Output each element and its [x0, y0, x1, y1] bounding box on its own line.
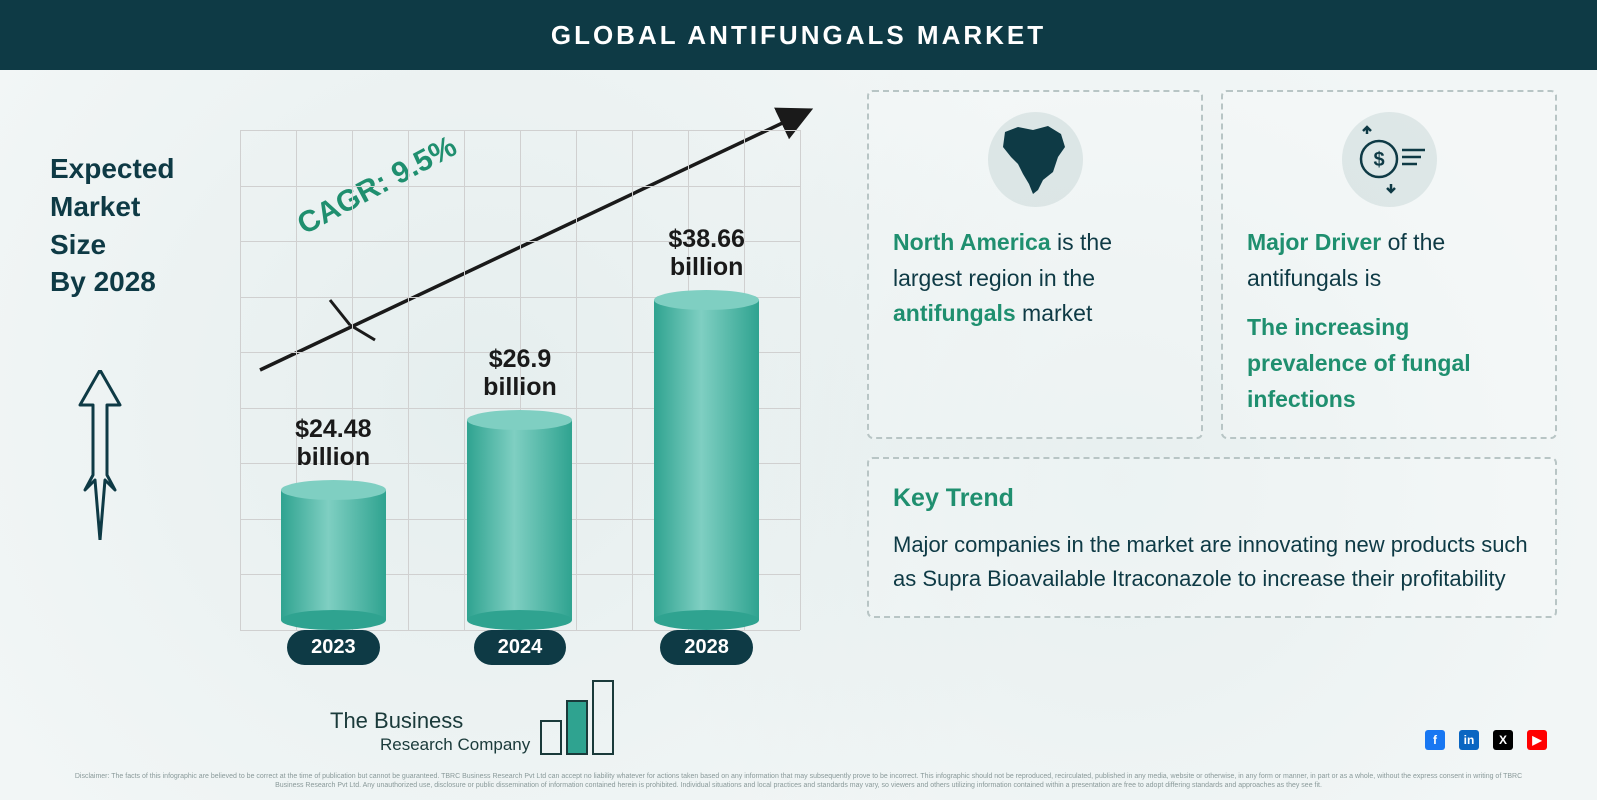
- year-badge: 2028: [660, 630, 753, 665]
- youtube-icon[interactable]: ▶: [1527, 730, 1547, 750]
- header-banner: GLOBAL ANTIFUNGALS MARKET: [0, 0, 1597, 70]
- driver-body: The increasing prevalence of fungal infe…: [1247, 314, 1471, 411]
- info-panels: North America is the largest region in t…: [867, 90, 1557, 710]
- bar-value: $26.9billion: [483, 345, 557, 403]
- bars-container: $24.48billion $26.9billion $38.66billion: [240, 130, 800, 630]
- north-america-icon: [988, 112, 1083, 207]
- driver-panel: $ Major Driver of the antifungals is The…: [1221, 90, 1557, 439]
- content-area: ExpectedMarketSizeBy 2028 CAGR: 9.5% $24…: [0, 70, 1597, 710]
- region-text: North America is the largest region in t…: [893, 225, 1177, 332]
- driver-icon: $: [1342, 112, 1437, 207]
- social-links: fin X ▶: [1425, 730, 1547, 750]
- trend-panel: Key Trend Major companies in the market …: [867, 457, 1557, 618]
- bar-2024: $26.9billion: [467, 345, 572, 631]
- bar-value: $24.48billion: [295, 415, 371, 473]
- logo-text: The Business Research Company: [330, 708, 530, 755]
- disclaimer-text: Disclaimer: The facts of this infographi…: [60, 772, 1537, 790]
- region-highlight-2: antifungals: [893, 300, 1016, 326]
- page-title: GLOBAL ANTIFUNGALS MARKET: [551, 20, 1046, 51]
- region-highlight: North America: [893, 229, 1051, 255]
- chart-grid: $24.48billion $26.9billion $38.66billion: [240, 130, 800, 630]
- driver-highlight: Major Driver: [1247, 229, 1381, 255]
- bar-cylinder: [654, 290, 759, 630]
- bar-cylinder: [281, 480, 386, 630]
- trend-title: Key Trend: [893, 479, 1531, 518]
- logo-chart-icon: [540, 680, 620, 755]
- bar-2028: $38.66billion: [654, 225, 759, 631]
- driver-text: Major Driver of the antifungals is The i…: [1247, 225, 1531, 417]
- year-badge: 2023: [287, 630, 380, 665]
- svg-text:$: $: [1373, 149, 1384, 171]
- trend-text: Key Trend Major companies in the market …: [893, 479, 1531, 596]
- x-icon[interactable]: X: [1493, 730, 1513, 750]
- linkedin-icon[interactable]: in: [1459, 730, 1479, 750]
- year-axis: 2023 2024 2028: [240, 630, 800, 665]
- footer: The Business Research Company fin X ▶ Disc…: [0, 710, 1597, 800]
- facebook-icon[interactable]: f: [1425, 730, 1445, 750]
- year-badge: 2024: [474, 630, 567, 665]
- bar-cylinder: [467, 410, 572, 630]
- bar-value: $38.66billion: [668, 225, 744, 283]
- panel-row-top: North America is the largest region in t…: [867, 90, 1557, 439]
- region-panel: North America is the largest region in t…: [867, 90, 1203, 439]
- trend-body: Major companies in the market are innova…: [893, 528, 1531, 596]
- chart-section: ExpectedMarketSizeBy 2028 CAGR: 9.5% $24…: [40, 90, 837, 710]
- bar-2023: $24.48billion: [281, 415, 386, 631]
- company-logo: The Business Research Company: [330, 680, 620, 755]
